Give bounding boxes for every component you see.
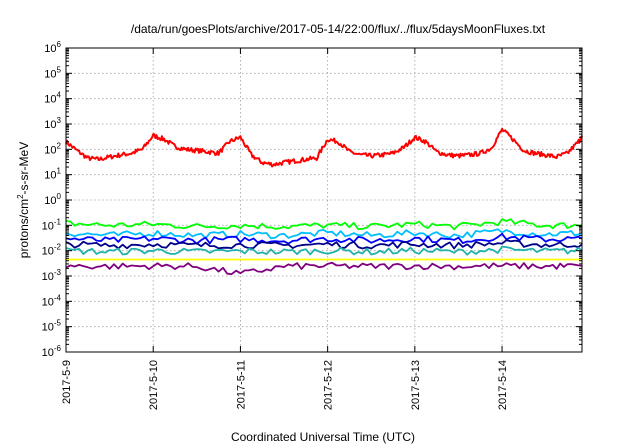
y-tick-label: 103 [44, 116, 61, 131]
grid [66, 48, 582, 352]
x-axis: 2017-5-9 2017-5-10 2017-5-11 2017-5-12 2017-… [61, 48, 509, 410]
y-tick-label: 104 [44, 91, 61, 106]
y-tick-label-base: 10 [42, 220, 54, 232]
chart-title: /data/run/goesPlots/archive/2017-05-14/2… [131, 22, 546, 36]
series-line-3 [65, 228, 583, 240]
y-tick-label-base: 10 [42, 246, 54, 258]
y-tick-label-exponent: 3 [57, 116, 62, 125]
y-tick-label-exponent: 2 [57, 141, 62, 150]
y-tick-label: 10-1 [42, 217, 62, 232]
y-axis-label-base: protons/cm [17, 199, 31, 258]
x-tick-label: 2017-5-13 [410, 360, 422, 410]
y-axis-label-sup: 2 [16, 194, 25, 199]
y-tick-label: 10-4 [42, 293, 62, 308]
y-axis-label: protons/cm2-s-sr-MeV [16, 142, 31, 258]
x-tick-label: 2017-5-10 [148, 360, 160, 410]
y-tick-label-exponent: 1 [57, 167, 62, 176]
y-tick-label-base: 10 [44, 68, 56, 80]
y-tick-label-exponent: 0 [57, 192, 62, 201]
y-tick-label: 10-3 [42, 268, 62, 283]
x-tick-label: 2017-5-9 [61, 360, 73, 404]
y-tick-label-exponent: -2 [54, 243, 62, 252]
y-tick-label: 101 [44, 167, 61, 182]
y-tick-label-base: 10 [44, 195, 56, 207]
y-tick-label-base: 10 [44, 144, 56, 156]
series-line-4 [65, 232, 583, 245]
y-tick-label: 106 [44, 40, 61, 55]
series-line-6 [65, 245, 583, 256]
series-line-1 [65, 127, 583, 168]
y-tick-label-base: 10 [42, 271, 54, 283]
x-tick-label: 2017-5-11 [235, 360, 247, 409]
series-line-8 [65, 261, 583, 275]
y-tick-label-base: 10 [44, 43, 56, 55]
y-tick-label: 105 [44, 65, 61, 80]
y-tick-label-exponent: -1 [54, 217, 62, 226]
y-tick-label: 10-5 [42, 319, 62, 334]
y-tick-label: 10-2 [42, 243, 62, 258]
y-tick-label-exponent: -6 [54, 344, 62, 353]
y-tick-label-exponent: 5 [57, 65, 62, 74]
series-line-2 [65, 218, 583, 231]
y-tick-label-exponent: -3 [54, 268, 62, 277]
y-tick-label-base: 10 [42, 347, 54, 359]
series-line-5 [65, 239, 583, 250]
y-tick-label-base: 10 [42, 322, 54, 334]
y-tick-label: 10-6 [42, 344, 62, 359]
y-tick-label-exponent: 4 [57, 91, 62, 100]
y-tick-label-base: 10 [44, 170, 56, 182]
y-tick-label-base: 10 [44, 94, 56, 106]
y-tick-label-base: 10 [42, 296, 54, 308]
y-tick-label: 102 [44, 141, 61, 156]
y-tick-label-exponent: -5 [54, 319, 62, 328]
y-axis: 10-610-510-410-310-210-11001011021031041… [42, 40, 582, 359]
y-tick-label: 100 [44, 192, 61, 207]
x-axis-label: Coordinated Universal Time (UTC) [231, 430, 415, 444]
y-axis-label-rest: -s-sr-MeV [17, 142, 31, 195]
series-group [65, 127, 583, 275]
y-tick-label-base: 10 [44, 119, 56, 131]
x-tick-label: 2017-5-12 [323, 360, 335, 410]
y-tick-label-exponent: -4 [54, 293, 62, 302]
y-tick-label-exponent: 6 [57, 40, 62, 49]
x-tick-label: 2017-5-14 [497, 360, 509, 410]
